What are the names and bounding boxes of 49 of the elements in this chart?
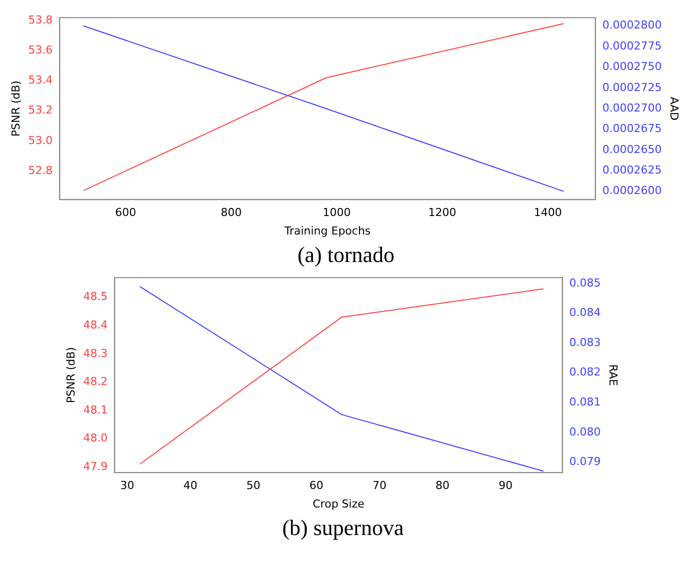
- y2-axis-title: RAE: [606, 364, 620, 386]
- y2-axis-title: AAD: [668, 96, 681, 121]
- y-tick-label: 52.8: [28, 164, 53, 177]
- text: (a) tornado: [296, 242, 396, 268]
- y-axis-title: PSNR (dB): [9, 80, 22, 137]
- x-axis-title: Training Epochs: [283, 224, 371, 238]
- x-axis-title: Crop Size: [312, 497, 365, 510]
- y-tick-label: 48.4: [83, 318, 108, 332]
- x-tick-label: 1200: [428, 206, 456, 220]
- y-tick-label: 53.6: [28, 44, 53, 57]
- x-tick-label: 1400: [534, 206, 562, 220]
- y2-tick-label: 0.079: [569, 455, 601, 468]
- x-tick-label: 90: [498, 479, 513, 492]
- y2-tick-label: 0.0002700: [602, 101, 662, 114]
- y-tick-label: 53.4: [28, 74, 53, 87]
- y-tick-label: 48.2: [83, 375, 108, 388]
- x-tick-label: 70: [372, 479, 386, 492]
- y2-tick-label: 0.085: [569, 276, 601, 290]
- y-tick-label: 48.5: [83, 290, 108, 304]
- y2-tick-label: 0.0002675: [602, 122, 662, 136]
- text: (b) supernova: [281, 515, 405, 541]
- y2-tick-label: 0.082: [569, 366, 601, 379]
- y-tick-label: 48.0: [83, 432, 108, 445]
- x-tick-label: 40: [183, 479, 198, 492]
- y-tick-label: 48.1: [83, 403, 108, 416]
- x-tick-label: 1000: [322, 206, 351, 220]
- y2-tick-label: 0.0002650: [602, 142, 662, 156]
- y2-tick-label: 0.080: [569, 425, 601, 438]
- y2-tick-label: 0.0002750: [602, 60, 662, 74]
- y2-tick-label: 0.0002600: [602, 184, 662, 198]
- y2-tick-label: 0.0002725: [602, 80, 662, 94]
- y-tick-label: 53.2: [28, 104, 53, 117]
- y-tick-label: 48.3: [83, 346, 108, 360]
- y-tick-label: 53.8: [28, 13, 53, 26]
- y-axis-title: PSNR (dB): [64, 347, 78, 404]
- y2-tick-label: 0.084: [569, 306, 601, 320]
- x-tick-label: 80: [436, 479, 450, 492]
- y2-tick-label: 0.081: [569, 396, 601, 408]
- x-tick-label: 60: [309, 479, 324, 492]
- x-tick-label: 600: [115, 206, 136, 220]
- x-tick-label: 50: [246, 479, 260, 492]
- x-tick-label: 30: [120, 479, 134, 492]
- y2-tick-label: 0.083: [569, 336, 601, 349]
- y-tick-label: 53.0: [28, 134, 53, 147]
- y2-tick-label: 0.0002625: [602, 164, 662, 177]
- y2-tick-label: 0.0002775: [602, 39, 662, 52]
- x-tick-label: 800: [220, 206, 242, 220]
- y2-tick-label: 0.0002800: [602, 18, 662, 32]
- y-tick-label: 47.9: [83, 460, 108, 473]
